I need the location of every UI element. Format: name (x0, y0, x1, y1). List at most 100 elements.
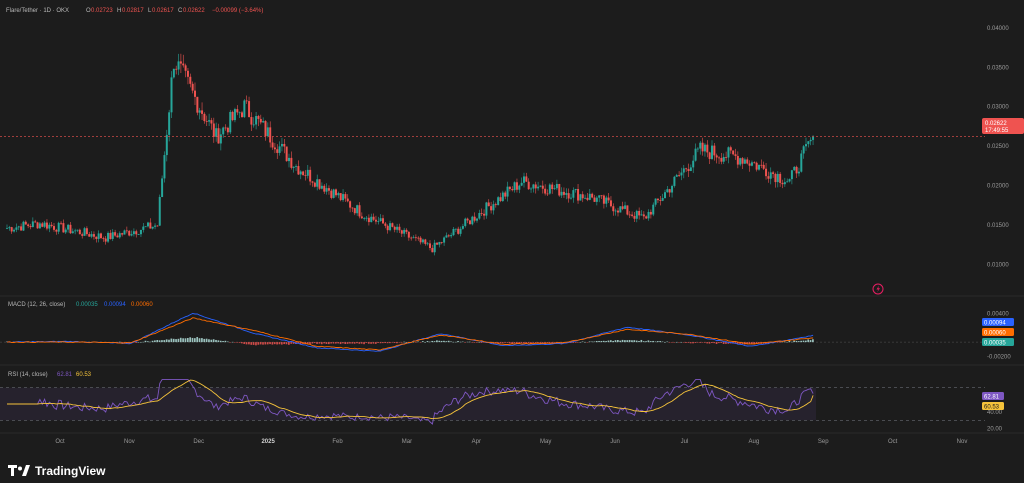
candle-body (367, 217, 370, 223)
price-tick-label: 0.02500 (987, 144, 1009, 150)
macd-hist-bar (581, 341, 584, 343)
macd-hist-bar (304, 342, 307, 344)
candle-body (767, 176, 770, 179)
macd-hist-bar (788, 340, 791, 343)
macd-hist-value: 0.00035 (76, 302, 98, 308)
candle-body (283, 143, 286, 147)
candle-body (807, 141, 810, 145)
tradingview-logo[interactable]: TradingView (8, 464, 105, 478)
candle-body (478, 213, 481, 219)
brand-name: TradingView (35, 463, 106, 478)
macd-hist-bar (137, 341, 140, 343)
macd-hist-bar (374, 342, 377, 344)
candle-body (419, 237, 422, 243)
candle-body (238, 112, 241, 114)
candle-body (17, 226, 20, 228)
macd-hist-bar (755, 342, 758, 344)
candle-body (81, 234, 84, 236)
candle-body (527, 181, 530, 190)
macd-hist-bar (703, 342, 706, 343)
candle-body (459, 228, 462, 234)
macd-hist-bar (379, 342, 382, 344)
candle-body (149, 222, 152, 229)
candle-body (750, 162, 753, 166)
macd-hist-bar (746, 342, 748, 345)
candle-body (276, 149, 279, 153)
candle-body (440, 241, 443, 243)
macd-hist-bar (504, 342, 506, 343)
candlestick-series (6, 53, 815, 256)
candle-body (250, 116, 253, 125)
candle-body (323, 185, 326, 192)
candle-body (175, 68, 178, 70)
price-axis-area[interactable] (985, 0, 1024, 458)
candle-body (201, 110, 204, 114)
candle-body (758, 164, 760, 170)
macd-hist-bar (497, 342, 499, 344)
macd-hist-bar (367, 342, 370, 344)
candle-body (450, 235, 453, 237)
candle-body (466, 218, 469, 221)
macd-hist-bar (624, 340, 626, 343)
alert-icon[interactable] (872, 283, 884, 295)
rsi-legend[interactable]: RSI (14, close) 62.81 60.53 (8, 372, 92, 378)
macd-hist-bar (713, 342, 716, 344)
time-axis-ticks[interactable]: Oct Nov Dec 2025 Feb Mar Apr May Jun Jul Aug Sep Oct… (55, 439, 967, 445)
symbol-legend[interactable]: Flare/Tether · 1D · OKX O 0.02723 H 0.02… (6, 8, 263, 14)
macd-hist-bar (259, 342, 262, 345)
chart-canvas[interactable]: 0.04000 0.03500 0.03000 0.02500 0.02000 0.015… (0, 0, 1024, 458)
candle-body (438, 241, 441, 245)
candle-body (196, 96, 199, 113)
candle-body (776, 173, 779, 183)
signal-tag: 0.00060 (984, 331, 1006, 337)
macd-hist-bar (682, 342, 685, 343)
last-price-tag: 0.02622 17:49:55 (982, 118, 1024, 134)
macd-hist-bar (318, 342, 321, 344)
candle-body (795, 166, 798, 174)
macd-hist-bar (675, 341, 678, 343)
candle-body (743, 159, 746, 164)
macd-hist-bar (356, 342, 358, 344)
macd-hist-bar (541, 342, 544, 343)
candle-body (205, 121, 208, 122)
macd-hist-bar (245, 342, 248, 345)
macd-hist-bar (116, 342, 119, 343)
candle-body (722, 156, 725, 162)
macd-hist-bar (666, 341, 669, 343)
macd-hist-bar (233, 342, 236, 343)
macd-hist-bar (372, 342, 375, 344)
macd-hist-bar (617, 339, 619, 343)
candle-body (182, 63, 185, 66)
candle-body (62, 223, 65, 233)
time-tick-label: Apr (472, 439, 481, 445)
candle-body (600, 195, 603, 197)
macd-hist-bar (135, 342, 137, 343)
last-price-tag-countdown: 17:49:55 (985, 128, 1009, 134)
candle-body (654, 198, 657, 205)
macd-hist-bar (551, 342, 553, 343)
time-tick-label: Nov (957, 439, 968, 445)
time-tick-label: Sep (818, 439, 829, 445)
candle-body (696, 148, 699, 150)
candle-body (461, 226, 464, 229)
macd-hist-bar (384, 342, 387, 344)
candle-body (734, 154, 737, 156)
rsi-tick-label: 20.00 (987, 426, 1003, 432)
macd-value: 0.00094 (104, 302, 126, 308)
macd-hist-bar (339, 342, 342, 345)
candle-body (786, 181, 789, 183)
candle-body (525, 176, 528, 182)
macd-hist-bar (342, 342, 344, 344)
macd-hist-bar (464, 342, 466, 343)
macd-hist-bar (306, 342, 309, 345)
macd-hist-bar (264, 342, 267, 345)
macd-hist-bar (609, 340, 612, 343)
candle-body (219, 134, 222, 144)
macd-hist-bar (779, 342, 781, 343)
macd-hist-bar (123, 342, 126, 343)
macd-hist-bar (438, 340, 441, 343)
macd-legend[interactable]: MACD (12, 26, close) 0.00035 0.00094 0.0… (8, 302, 153, 308)
candle-body (452, 228, 455, 236)
candle-body (252, 124, 255, 126)
macd-hist-bar (664, 342, 666, 343)
